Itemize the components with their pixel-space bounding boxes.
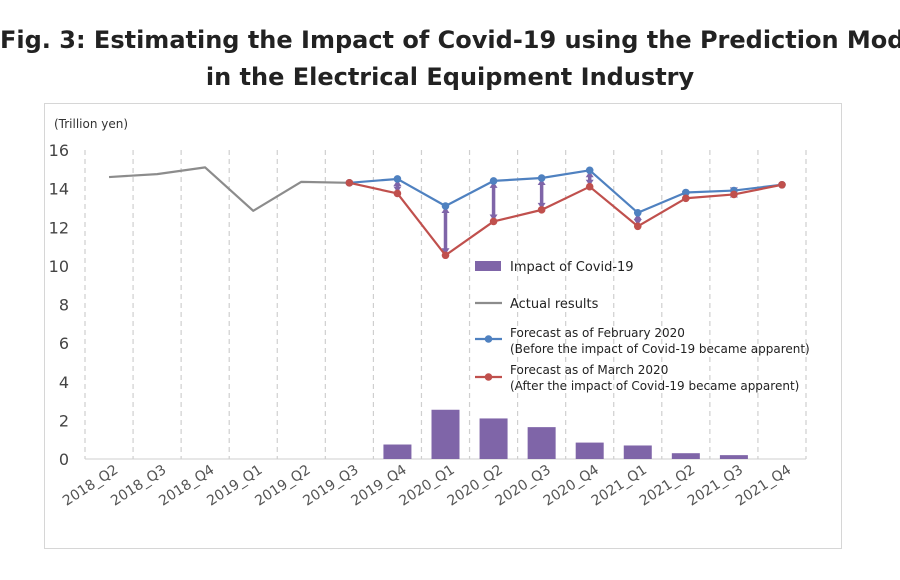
forecast-mar-point bbox=[633, 222, 642, 231]
legend-label-actual: Actual results bbox=[510, 297, 599, 312]
impact-bar bbox=[383, 444, 412, 459]
impact-bar bbox=[623, 445, 652, 459]
y-tick-label: 12 bbox=[49, 218, 69, 237]
impact-bar bbox=[527, 427, 556, 459]
y-tick-label: 10 bbox=[49, 257, 69, 276]
impact-arrow-head bbox=[489, 181, 498, 188]
forecast-feb-line bbox=[349, 169, 783, 214]
forecast-mar-point bbox=[682, 194, 690, 203]
x-tick-label: 2021_Q4 bbox=[733, 462, 794, 510]
forecast-feb-point bbox=[537, 174, 546, 182]
legend-marker-mar bbox=[484, 373, 493, 381]
impact-arrow-head bbox=[441, 207, 450, 214]
actual-results-line bbox=[108, 166, 350, 212]
legend-sublabel-mar: (After the impact of Covid-19 became app… bbox=[510, 379, 799, 393]
y-tick-label: 8 bbox=[59, 296, 69, 315]
impact-bar bbox=[431, 409, 460, 459]
y-tick-label: 2 bbox=[59, 411, 69, 430]
impact-arrow-head bbox=[393, 186, 402, 193]
impact-arrow-head bbox=[393, 179, 402, 186]
impact-arrow-head bbox=[537, 202, 546, 209]
legend-sublabel-feb: (Before the impact of Covid-19 became ap… bbox=[510, 342, 810, 356]
forecast-mar-point bbox=[441, 251, 450, 260]
impact-arrow-head bbox=[633, 213, 642, 220]
forecast-mar-point bbox=[489, 217, 498, 226]
forecast-mar-point bbox=[345, 179, 354, 187]
chart-frame bbox=[44, 103, 842, 549]
y-axis-label: (Trillion yen) bbox=[54, 117, 128, 131]
impact-arrow-head bbox=[585, 171, 594, 178]
chart-title-line-2: in the Electrical Equipment Industry bbox=[205, 63, 695, 91]
impact-bar bbox=[479, 418, 508, 459]
forecast-mar-line bbox=[349, 181, 783, 257]
forecast-feb-point bbox=[633, 208, 642, 217]
legend-label-feb: Forecast as of February 2020 bbox=[510, 326, 685, 340]
y-tick-label: 16 bbox=[49, 141, 69, 160]
forecast-mar-point bbox=[778, 180, 786, 189]
impact-arrow-head bbox=[441, 248, 450, 255]
legend-swatch-impact bbox=[475, 261, 501, 271]
impact-arrow-head bbox=[537, 179, 546, 186]
impact-arrow-head bbox=[585, 179, 594, 186]
legend-label-impact: Impact of Covid-19 bbox=[510, 260, 634, 275]
forecast-feb-point bbox=[682, 188, 690, 197]
impact-bar bbox=[719, 455, 748, 459]
chart-title: Fig. 3: Estimating the Impact of Covid-1… bbox=[0, 22, 900, 96]
forecast-feb-point bbox=[441, 202, 450, 210]
impact-bar bbox=[575, 442, 604, 459]
forecast-mar-point bbox=[585, 182, 594, 191]
y-tick-label: 14 bbox=[49, 180, 69, 199]
y-tick-label: 4 bbox=[59, 373, 69, 392]
y-tick-label: 0 bbox=[59, 450, 69, 469]
legend-label-mar: Forecast as of March 2020 bbox=[510, 363, 668, 377]
forecast-feb-point bbox=[585, 166, 594, 175]
legend-marker-feb bbox=[484, 335, 493, 343]
impact-bar bbox=[671, 453, 700, 459]
forecast-mar-point bbox=[537, 206, 546, 214]
chart-title-line-1: Fig. 3: Estimating the Impact of Covid-1… bbox=[0, 26, 900, 54]
y-tick-label: 6 bbox=[59, 334, 69, 353]
forecast-mar-point bbox=[730, 190, 738, 199]
impact-arrow-head bbox=[489, 214, 498, 221]
impact-arrow-head bbox=[633, 219, 642, 226]
forecast-mar-point bbox=[393, 189, 402, 198]
forecast-feb-point bbox=[489, 177, 498, 185]
forecast-feb-point bbox=[393, 175, 402, 183]
